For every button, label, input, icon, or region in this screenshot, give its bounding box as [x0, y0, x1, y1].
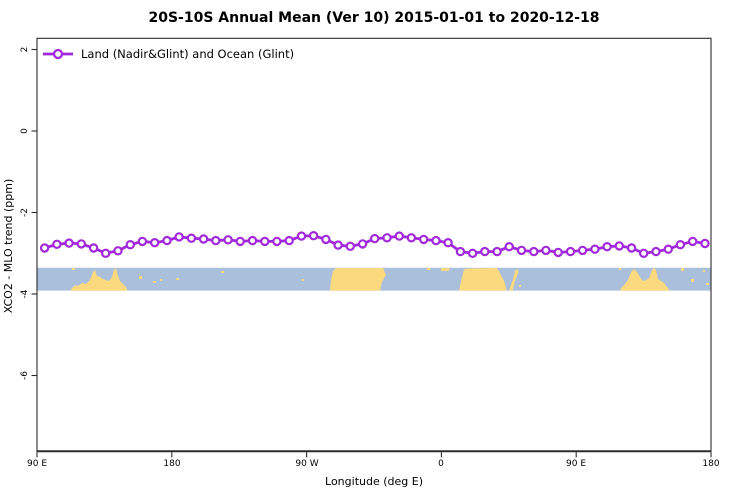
data-point-marker [639, 248, 649, 258]
land-patch [509, 268, 519, 291]
data-point-marker [553, 247, 563, 258]
data-point-marker [626, 243, 637, 253]
land-patch [620, 267, 670, 291]
island-dot [441, 268, 449, 271]
y-tick-label: 0 [20, 128, 30, 134]
data-point-marker [480, 246, 490, 257]
island-dot [681, 268, 684, 271]
axis-ticks [31, 48, 712, 458]
map-band-20s-10s [37, 267, 711, 291]
x-tick-label: 0 [438, 459, 444, 469]
data-point-marker [125, 239, 136, 250]
y-tick-label: 2 [20, 47, 30, 53]
data-point-marker [541, 245, 551, 256]
land-patch [459, 268, 507, 291]
x-tick-label: 90 E [27, 459, 47, 469]
data-point-marker [149, 237, 160, 248]
data-point-marker [174, 232, 184, 242]
data-point-marker [198, 234, 209, 244]
x-tick-label: 90 E [566, 459, 586, 469]
island-dot [519, 285, 521, 287]
data-point-marker [272, 236, 282, 247]
data-point-marker [419, 234, 429, 245]
data-point-marker [284, 235, 294, 246]
data-point-marker [260, 236, 270, 247]
data-point-marker [443, 237, 453, 248]
legend: Land (Nadir&Glint) and Ocean (Glint) [43, 47, 294, 61]
data-point-marker [590, 244, 600, 254]
data-point-marker [651, 246, 661, 257]
data-point-marker [504, 241, 514, 252]
data-point-marker [162, 235, 172, 246]
island-dot [302, 279, 304, 281]
data-point-marker [455, 246, 466, 257]
island-dot [427, 268, 430, 270]
data-point-marker [382, 233, 392, 243]
data-point-marker [64, 238, 74, 248]
data-point-marker [394, 231, 404, 241]
data-point-marker [39, 243, 50, 253]
x-tick-label: 180 [163, 459, 180, 469]
x-axis-tick-labels: 90 E 180 90 W 0 90 E 180 [27, 459, 720, 469]
data-point-marker [467, 248, 478, 258]
chart-title: 20S-10S Annual Mean (Ver 10) 2015-01-01 … [148, 10, 599, 26]
data-point-marker [113, 246, 123, 256]
island-dot [176, 278, 179, 280]
island-dot [619, 268, 621, 270]
data-point-marker [88, 243, 99, 253]
data-point-marker [333, 240, 343, 250]
data-point-marker [52, 239, 62, 249]
data-point-marker [76, 239, 87, 249]
island-dot [691, 279, 694, 282]
data-point-marker [321, 234, 331, 245]
data-point-marker [614, 241, 625, 251]
data-point-marker [247, 235, 258, 246]
data-point-marker [663, 244, 674, 254]
island-dot [706, 283, 709, 285]
island-dot [72, 268, 75, 270]
data-point-marker [431, 235, 441, 246]
land-patch [330, 268, 386, 291]
data-series-land-ocean [39, 230, 710, 258]
y-tick-label: -2 [20, 208, 30, 217]
data-point-marker [688, 236, 698, 247]
island-dot [153, 281, 156, 283]
data-point-marker [529, 246, 539, 257]
x-tick-label: 90 W [295, 459, 318, 469]
island-dot [160, 279, 162, 281]
data-point-marker [357, 239, 368, 249]
data-point-marker [675, 239, 686, 250]
data-point-marker [370, 233, 380, 244]
legend-marker-icon [52, 48, 64, 60]
data-point-marker [345, 241, 355, 251]
y-tick-label: -6 [20, 371, 30, 380]
y-tick-label: -4 [20, 289, 30, 298]
data-point-marker [577, 245, 588, 256]
x-axis-title: Longitude (deg E) [325, 475, 423, 488]
island-dot [703, 270, 705, 272]
data-point-marker [211, 235, 221, 246]
y-axis-tick-labels: 2 0 -2 -4 -6 [20, 47, 30, 380]
data-point-marker [700, 238, 710, 249]
data-point-marker [565, 246, 576, 257]
data-point-marker [137, 236, 148, 247]
data-point-marker [296, 231, 307, 241]
data-point-marker [223, 235, 233, 245]
data-point-marker [100, 248, 111, 258]
island-dot [221, 271, 224, 273]
island-dot [139, 276, 142, 279]
data-point-marker [235, 236, 245, 247]
land-patch [70, 268, 128, 291]
legend-label: Land (Nadir&Glint) and Ocean (Glint) [81, 47, 294, 61]
data-point-marker [602, 241, 612, 252]
data-point-marker [516, 245, 527, 256]
data-point-marker [492, 246, 502, 257]
data-point-marker [308, 230, 319, 241]
data-point-marker [406, 233, 417, 243]
x-tick-label: 180 [702, 459, 719, 469]
data-point-marker [186, 233, 197, 243]
y-axis-title: XCO2 - MLO trend (ppm) [2, 179, 15, 314]
